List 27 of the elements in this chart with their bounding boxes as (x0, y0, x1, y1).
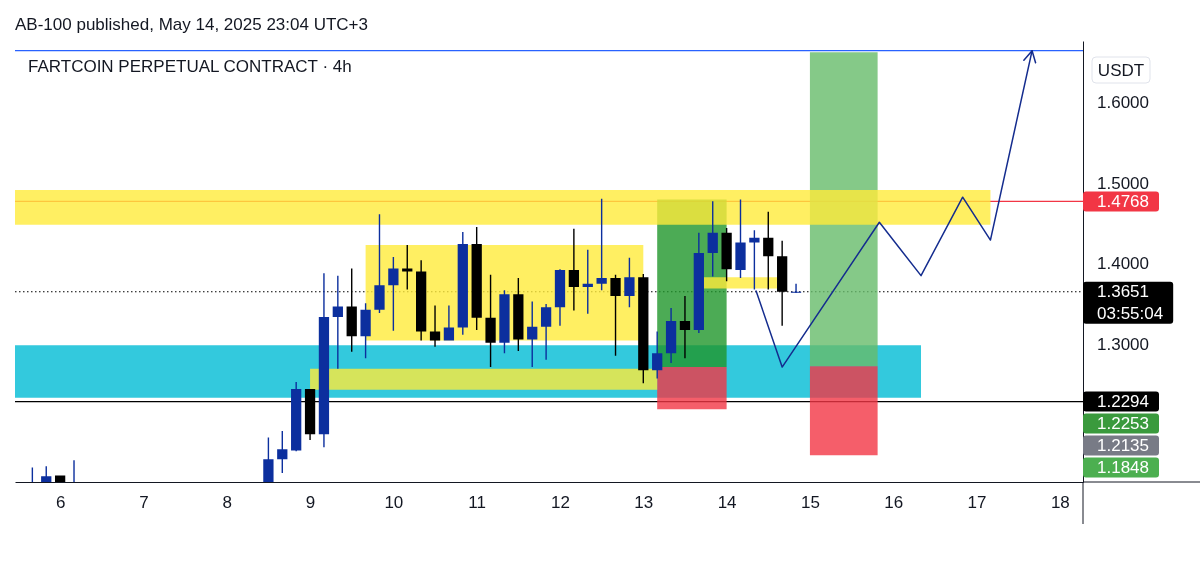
text: 03:55:04 (1097, 304, 1164, 324)
y-tick-label: 1.5000 (1097, 173, 1149, 193)
ref-line-label: 1.3651 (1097, 282, 1149, 302)
x-tick-label: 12 (551, 493, 570, 513)
ref-line-label: 1.4768 (1097, 191, 1149, 211)
x-tick-label: 17 (967, 493, 987, 513)
y-axis-title: USDT (1097, 60, 1145, 80)
x-tick-label: 10 (384, 493, 404, 513)
x-tick-label: 6 (55, 493, 66, 513)
y-tick-label: 1.6000 (1097, 92, 1149, 112)
text: 1.2253 (1097, 414, 1149, 434)
text: AB-100 published, May 14, 2025 23:04 UTC+3 (15, 14, 368, 34)
x-tick-label: 16 (884, 493, 904, 513)
text: 1.1848 (1097, 458, 1149, 478)
x-tick-label: 7 (139, 493, 149, 513)
x-tick-label: 18 (1050, 493, 1070, 513)
x-tick-label: 9 (305, 493, 316, 513)
x-tick-label: 8 (222, 493, 232, 513)
ref-line-label: 1.2294 (1097, 392, 1149, 412)
x-tick-label: 11 (468, 493, 487, 513)
x-tick-label: 13 (634, 493, 654, 513)
y-tick-label: 1.3000 (1097, 335, 1149, 355)
y-tick-label: 1.4000 (1097, 254, 1149, 274)
text: FARTCOIN PERPETUAL CONTRACT · 4h (28, 56, 352, 76)
x-tick-label: 15 (800, 493, 820, 513)
text: 1.2135 (1097, 436, 1149, 456)
x-tick-label: 14 (717, 493, 737, 513)
